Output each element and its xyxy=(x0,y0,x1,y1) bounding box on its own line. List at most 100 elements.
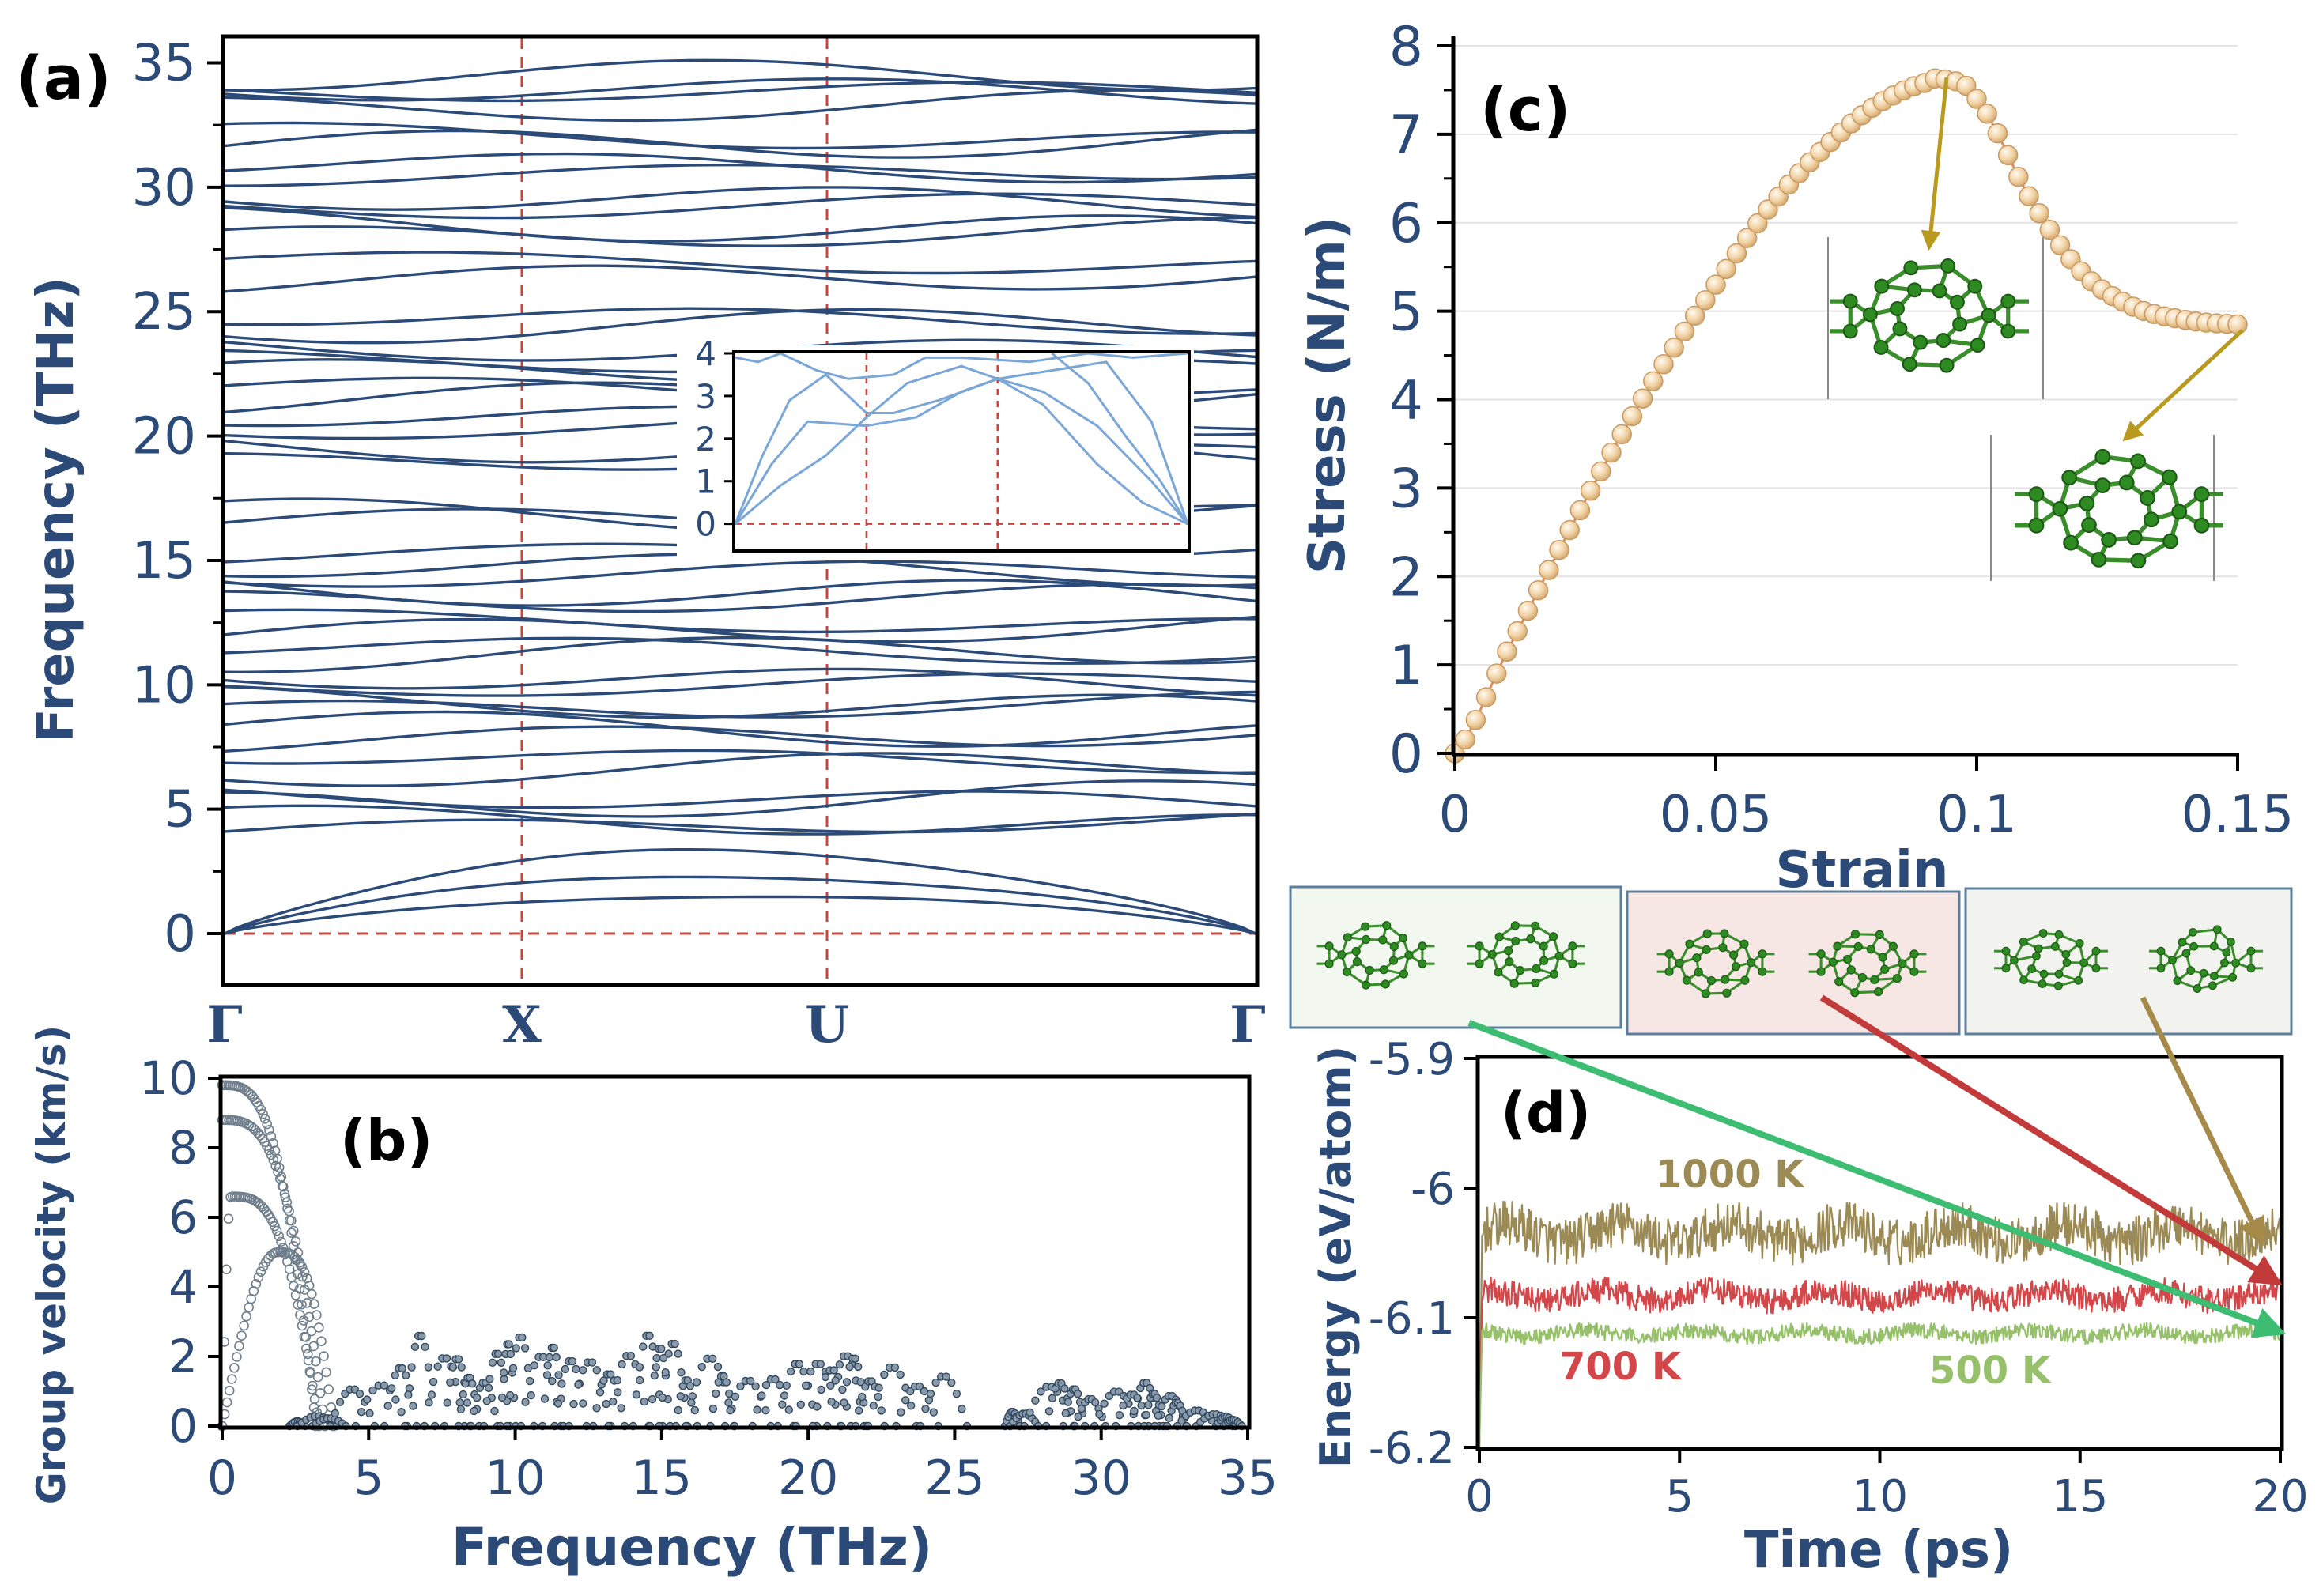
optical-point xyxy=(942,1372,950,1381)
optical-point xyxy=(595,1388,605,1397)
optical-point xyxy=(761,1405,770,1415)
optical-point xyxy=(455,1398,464,1407)
stress-point xyxy=(1716,258,1736,280)
atom xyxy=(2228,972,2238,982)
panel-c-xlabel: Strain xyxy=(1776,841,1949,900)
optical-point xyxy=(1037,1387,1045,1396)
optical-point xyxy=(816,1360,825,1368)
atom xyxy=(2188,927,2197,937)
atom xyxy=(2193,984,2202,993)
optical-point xyxy=(602,1399,610,1409)
optical-branch xyxy=(224,206,1256,243)
optical-point xyxy=(692,1378,701,1387)
arrow-500k xyxy=(1467,1020,2287,1338)
optical-point xyxy=(626,1351,636,1360)
optical-point xyxy=(842,1378,852,1387)
xtick-label: 20 xyxy=(778,1451,838,1506)
optical-branch xyxy=(224,788,1256,809)
atom xyxy=(2094,448,2111,465)
optical-point xyxy=(776,1380,784,1390)
ytick-label: -6.1 xyxy=(1369,1293,1455,1345)
energy-series-line xyxy=(1478,1277,2282,1448)
panel-b: 0 5 10 15 20 25 30 35 0 2 4 6 8 10 (b) Group velocity… xyxy=(28,1025,1278,1578)
atom xyxy=(1554,951,1564,960)
atom xyxy=(1685,939,1694,949)
optical-branch xyxy=(224,216,1256,247)
atom xyxy=(1515,965,1525,975)
ytick-label: 6 xyxy=(168,1190,198,1244)
snapshot-final-strain xyxy=(2014,448,2224,569)
optical-branch xyxy=(224,685,1256,719)
optical-point xyxy=(826,1381,835,1390)
acoustic-point xyxy=(274,1173,285,1184)
optical-branch xyxy=(224,77,1256,105)
optical-branch xyxy=(224,749,1256,775)
xtick-label: 0 xyxy=(207,1451,237,1506)
optical-branch xyxy=(224,672,1256,697)
optical-point xyxy=(645,1331,654,1341)
optical-point xyxy=(488,1358,497,1368)
optical-point xyxy=(877,1406,886,1415)
atom xyxy=(2028,517,2045,534)
optical-point xyxy=(652,1353,661,1363)
atom xyxy=(1932,283,1947,299)
optical-point xyxy=(618,1360,626,1369)
optical-point xyxy=(569,1399,578,1409)
atom xyxy=(1324,941,1334,951)
atom xyxy=(1853,941,1863,952)
optical-point xyxy=(490,1406,499,1416)
optical-branch xyxy=(224,264,1256,293)
optical-point xyxy=(497,1358,506,1368)
stress-point xyxy=(1549,539,1569,560)
stress-point xyxy=(2008,167,2029,187)
acoustic-point xyxy=(323,1384,334,1394)
atom xyxy=(1729,950,1739,960)
atom xyxy=(1548,932,1558,941)
ytick-label: 0 xyxy=(1389,723,1423,786)
inset-branch xyxy=(735,352,1188,380)
atom xyxy=(1381,979,1390,989)
atom xyxy=(2168,956,2177,964)
optical-branch xyxy=(224,636,1256,665)
atom xyxy=(1939,357,1955,373)
optical-point xyxy=(391,1395,400,1404)
optical-point xyxy=(545,1353,554,1362)
optical-point xyxy=(410,1342,420,1352)
stress-point xyxy=(2049,235,2071,255)
stress-point xyxy=(1559,519,1580,541)
optical-point xyxy=(869,1402,878,1410)
optical-point xyxy=(1142,1410,1150,1420)
snapshot-molecules xyxy=(1316,921,2264,998)
kpoint-u: U xyxy=(805,995,849,1055)
strip-500k-left xyxy=(1316,921,1435,990)
stress-point xyxy=(2019,186,2039,206)
optical-point xyxy=(724,1398,733,1407)
optical-point xyxy=(1074,1412,1082,1421)
optical-point xyxy=(906,1402,916,1410)
panel-a-ylabel: Frequency (THz) xyxy=(27,277,85,743)
snapshot-500k-frame xyxy=(1289,885,1622,1029)
stress-point xyxy=(1601,442,1622,463)
atom xyxy=(2000,293,2016,309)
optical-point xyxy=(896,1370,905,1379)
optical-point xyxy=(512,1344,520,1353)
ytick-label: 8 xyxy=(168,1121,198,1175)
atom xyxy=(1504,946,1513,956)
atom xyxy=(1664,967,1674,976)
ytick-label: 20 xyxy=(132,408,196,466)
optical-point xyxy=(874,1383,883,1392)
optical-point xyxy=(1157,1402,1166,1411)
atom xyxy=(2039,969,2049,979)
optical-point xyxy=(592,1366,601,1375)
atom xyxy=(2063,534,2079,551)
stress-point xyxy=(1977,104,1997,124)
optical-branch xyxy=(224,560,1256,588)
atom xyxy=(1694,968,1703,977)
atom xyxy=(1342,967,1352,976)
atom xyxy=(1739,939,1749,949)
acoustic-point xyxy=(297,1262,308,1272)
ytick-label: 8 xyxy=(1389,16,1423,78)
atom xyxy=(1747,958,1756,968)
ytick-label: 25 xyxy=(132,283,196,341)
